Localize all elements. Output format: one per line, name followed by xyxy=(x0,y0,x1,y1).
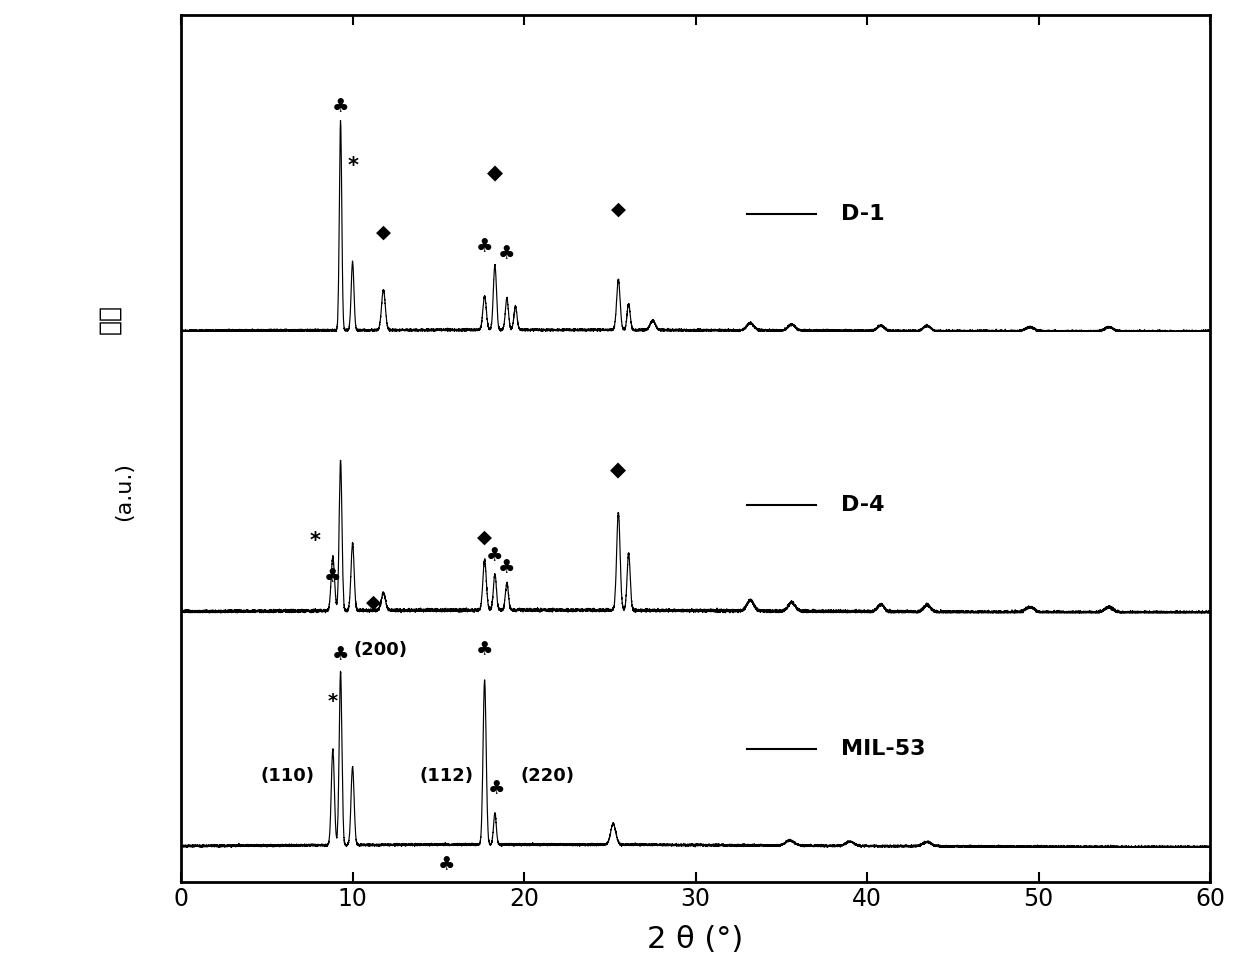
Text: ♣: ♣ xyxy=(476,641,494,660)
Text: ♣: ♣ xyxy=(332,645,350,665)
X-axis label: 2 θ (°): 2 θ (°) xyxy=(647,925,744,954)
Text: *: * xyxy=(309,531,320,551)
Text: (112): (112) xyxy=(420,767,474,786)
Text: ♣: ♣ xyxy=(438,856,455,875)
Text: ◆: ◆ xyxy=(376,223,391,241)
Text: (110): (110) xyxy=(260,767,315,786)
Text: ◆: ◆ xyxy=(366,593,381,612)
Text: ◆: ◆ xyxy=(487,163,503,183)
Text: ♣: ♣ xyxy=(324,567,341,586)
Text: ♣: ♣ xyxy=(332,97,350,115)
Text: ◆: ◆ xyxy=(610,460,626,481)
Text: (220): (220) xyxy=(521,767,574,786)
Text: D-1: D-1 xyxy=(841,204,885,224)
Text: ♣: ♣ xyxy=(498,244,516,263)
Text: ◆: ◆ xyxy=(611,200,626,218)
Text: ♣: ♣ xyxy=(498,558,516,577)
Text: (a.u.): (a.u.) xyxy=(114,462,134,521)
Text: 强度: 强度 xyxy=(97,303,122,333)
Text: *: * xyxy=(327,692,337,711)
Text: D-4: D-4 xyxy=(841,495,885,515)
Text: ♣: ♣ xyxy=(487,779,506,797)
Text: ◆: ◆ xyxy=(477,527,492,547)
Text: (200): (200) xyxy=(353,641,408,659)
Text: MIL-53: MIL-53 xyxy=(841,738,926,759)
Text: ♣: ♣ xyxy=(486,547,503,565)
Text: *: * xyxy=(347,156,358,176)
Text: ♣: ♣ xyxy=(476,236,494,256)
